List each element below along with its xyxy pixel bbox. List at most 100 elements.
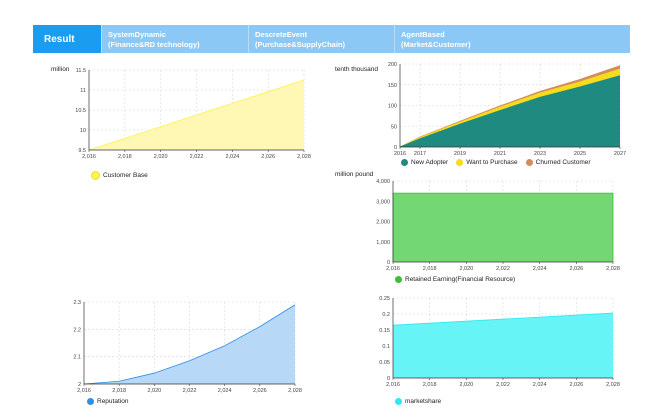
reputation-x-tick-label: 2,028 bbox=[288, 388, 302, 394]
legend-item-customer-base[interactable]: Customer Base bbox=[91, 171, 148, 180]
legend-label: Customer Base bbox=[103, 172, 148, 179]
retained-earning-chart: 0 1,000 2,000 3,000 4,000 2,016 2,018 2,020 2,02… bbox=[376, 179, 620, 272]
retained-earning-series-retained-earning-financial-resource-area bbox=[393, 193, 613, 262]
reputation-y-tick-label: 2.1 bbox=[73, 355, 81, 361]
legend-label: Retained Earning(Financial Resource) bbox=[405, 276, 516, 283]
marketshare-y-tick-label: 0.1 bbox=[382, 344, 390, 350]
adopters-series-want-to-purchase-area bbox=[400, 68, 620, 147]
adopters-chart: 0 50 100 150 200 2016 2017 2019 2021 2023 2025 2027 bbox=[388, 62, 626, 157]
tab-descrete-event-subtitle: (Purchase&SupplyChain) bbox=[255, 39, 346, 49]
adopters-legend: New Adopter Want to Purchase Churned Cus… bbox=[401, 159, 599, 166]
marketshare-x-tick-label: 2,026 bbox=[569, 382, 583, 388]
adopters-x-tick-label: 2027 bbox=[614, 151, 626, 157]
adopters-x-tick-label: 2025 bbox=[574, 151, 586, 157]
legend-item-reputation[interactable]: Reputation bbox=[87, 398, 128, 405]
marketshare-x-tick-label: 2,024 bbox=[533, 382, 547, 388]
reputation-series-reputation-area bbox=[84, 304, 295, 384]
marketshare-y-tick-label: 0.2 bbox=[382, 312, 390, 318]
customer-base-x-tick-label: 2,020 bbox=[154, 154, 168, 160]
legend-swatch bbox=[456, 159, 464, 166]
legend-item-new-adopter[interactable]: New Adopter bbox=[401, 159, 448, 166]
reputation-x-tick-label: 2,026 bbox=[253, 388, 267, 394]
tab-agent-based[interactable]: AgentBased (Market&Customer) bbox=[394, 25, 630, 53]
marketshare-y-tick-label: 0.15 bbox=[379, 328, 390, 334]
adopters-y-tick-label: 0 bbox=[394, 145, 397, 151]
customer-base-x-tick-label: 2,016 bbox=[82, 154, 96, 160]
tab-system-dynamic-title: SystemDynamic bbox=[108, 30, 166, 39]
marketshare-legend: marketshare bbox=[395, 398, 449, 405]
retained-earning-y-tick-label: 3,000 bbox=[376, 199, 390, 205]
adopters-x-tick-label: 2019 bbox=[454, 151, 466, 157]
legend-swatch bbox=[525, 159, 533, 166]
adopters-x-tick-label: 2021 bbox=[494, 151, 506, 157]
adopters-x-tick-label: 2023 bbox=[534, 151, 546, 157]
retained-earning-x-tick-label: 2,024 bbox=[533, 266, 547, 272]
legend-swatch bbox=[87, 398, 94, 405]
legend-item-churned-customer[interactable]: Churned Customer bbox=[525, 159, 591, 166]
marketshare-x-tick-label: 2,028 bbox=[606, 382, 620, 388]
legend-label: Want to Purchase bbox=[466, 159, 518, 166]
tab-system-dynamic[interactable]: SystemDynamic (Finance&RD technology) bbox=[101, 25, 248, 53]
adopters-series-want-to-purchase-line bbox=[399, 68, 621, 148]
reputation-x-tick-label: 2,016 bbox=[77, 388, 91, 394]
legend-label: Reputation bbox=[97, 398, 129, 405]
customer-base-series-customer-base-line bbox=[88, 79, 305, 151]
adopters-unit-label: tenth thousand bbox=[335, 66, 379, 73]
tab-descrete-event[interactable]: DescreteEvent (Purchase&SupplyChain) bbox=[248, 25, 394, 53]
customer-base-chart: 9.5 10 10.5 11 11.5 2,016 2,018 2,020 2,022 2,024… bbox=[75, 68, 311, 160]
retained-earning-y-tick-label: 0 bbox=[387, 260, 390, 266]
customer-base-x-tick-label: 2,024 bbox=[225, 154, 239, 160]
legend-item-want-to-purchase[interactable]: Want to Purchase bbox=[456, 159, 518, 166]
retained-earning-y-tick-label: 4,000 bbox=[376, 179, 390, 185]
retained-earning-x-tick-label: 2,016 bbox=[386, 266, 400, 272]
adopters-series-new-adopter-area bbox=[400, 75, 620, 147]
customer-base-y-tick-label: 9.5 bbox=[78, 148, 86, 154]
tab-system-dynamic-subtitle: (Finance&RD technology) bbox=[108, 39, 200, 49]
marketshare-x-tick-label: 2,018 bbox=[423, 382, 437, 388]
legend-swatch bbox=[395, 398, 402, 405]
marketshare-series-marketshare-line bbox=[392, 312, 614, 326]
tab-descrete-event-title: DescreteEvent bbox=[255, 30, 308, 39]
retained-earning-y-tick-label: 1,000 bbox=[376, 240, 390, 246]
customer-base-x-tick-label: 2,018 bbox=[118, 154, 132, 160]
retained-earning-x-tick-label: 2,026 bbox=[569, 266, 583, 272]
marketshare-x-tick-label: 2,022 bbox=[496, 382, 510, 388]
customer-base-x-tick-label: 2,026 bbox=[261, 154, 275, 160]
customer-base-y-tick-label: 10 bbox=[80, 128, 86, 134]
reputation-y-tick-label: 2 bbox=[78, 382, 81, 388]
reputation-x-tick-label: 2,020 bbox=[147, 388, 161, 394]
marketshare-y-tick-label: 0.05 bbox=[379, 360, 390, 366]
customer-base-x-tick-label: 2,028 bbox=[297, 154, 311, 160]
tab-result[interactable]: Result bbox=[33, 25, 101, 53]
legend-label: New Adopter bbox=[411, 159, 449, 166]
reputation-x-tick-label: 2,024 bbox=[218, 388, 232, 394]
tab-agent-based-subtitle: (Market&Customer) bbox=[401, 39, 471, 49]
tab-result-label: Result bbox=[44, 33, 75, 45]
legend-item-marketshare[interactable]: marketshare bbox=[395, 398, 441, 405]
legend-label: marketshare bbox=[405, 398, 442, 405]
customer-base-unit-label: million bbox=[51, 66, 70, 73]
adopters-y-tick-label: 50 bbox=[391, 124, 397, 130]
legend-label: Churned Customer bbox=[535, 159, 591, 166]
adopters-y-tick-label: 100 bbox=[388, 104, 397, 110]
adopters-y-tick-label: 150 bbox=[388, 83, 397, 89]
retained-earning-y-tick-label: 2,000 bbox=[376, 220, 390, 226]
customer-base-y-tick-label: 10.5 bbox=[75, 108, 86, 114]
marketshare-y-tick-label: 0 bbox=[387, 376, 390, 382]
reputation-legend: Reputation bbox=[87, 398, 136, 405]
marketshare-x-tick-label: 2,020 bbox=[459, 382, 473, 388]
customer-base-y-tick-label: 11.5 bbox=[76, 68, 86, 74]
retained-earning-x-tick-label: 2,018 bbox=[423, 266, 437, 272]
adopters-x-tick-label: 2017 bbox=[414, 151, 426, 157]
reputation-chart: 2 2.1 2.2 2.3 2,016 2,018 2,020 2,022 2,024 2,026… bbox=[73, 300, 302, 394]
tab-bar: Result SystemDynamic (Finance&RD technol… bbox=[33, 25, 630, 53]
customer-base-x-tick-label: 2,022 bbox=[190, 154, 204, 160]
reputation-x-tick-label: 2,018 bbox=[112, 388, 126, 394]
legend-item-retained-earning[interactable]: Retained Earning(Financial Resource) bbox=[395, 276, 515, 283]
marketshare-x-tick-label: 2,016 bbox=[386, 382, 400, 388]
retained-earning-legend: Retained Earning(Financial Resource) bbox=[395, 276, 523, 283]
tab-agent-based-title: AgentBased bbox=[401, 30, 445, 39]
adopters-y-tick-label: 200 bbox=[388, 62, 397, 68]
adopters-series-new-adopter-line bbox=[399, 75, 621, 148]
legend-swatch bbox=[91, 171, 100, 180]
